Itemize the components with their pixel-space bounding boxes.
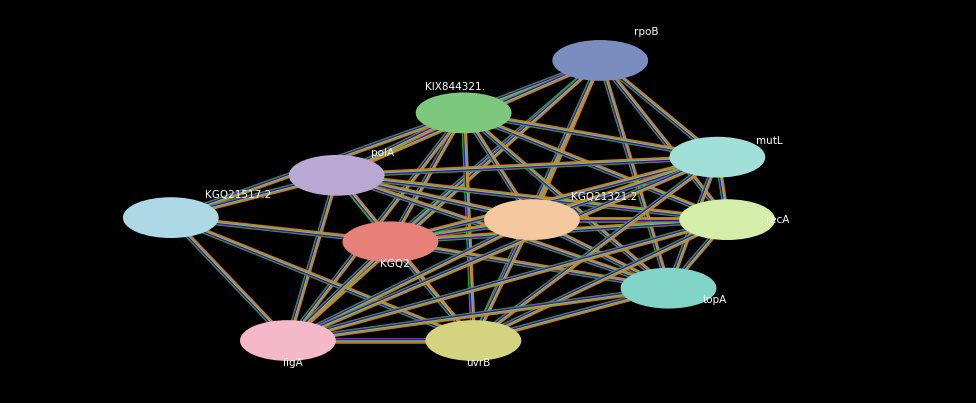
Circle shape <box>553 41 647 80</box>
Circle shape <box>485 200 579 239</box>
Text: mutL: mutL <box>756 136 783 146</box>
Circle shape <box>427 321 520 360</box>
Circle shape <box>241 321 335 360</box>
Circle shape <box>417 93 510 132</box>
Text: KGQ21321.2: KGQ21321.2 <box>571 193 637 202</box>
Circle shape <box>680 200 774 239</box>
Text: KIX844321.: KIX844321. <box>425 82 484 91</box>
Text: recA: recA <box>766 215 790 224</box>
Text: KGQ2: KGQ2 <box>381 259 410 269</box>
Text: uvrB: uvrB <box>467 358 490 368</box>
Circle shape <box>124 198 218 237</box>
Text: ligA: ligA <box>283 358 303 368</box>
Circle shape <box>622 269 715 307</box>
Text: polA: polA <box>371 148 394 158</box>
Circle shape <box>290 156 384 195</box>
Text: rpoB: rpoB <box>634 27 659 37</box>
Text: topA: topA <box>703 295 727 305</box>
Circle shape <box>344 222 437 261</box>
Text: KGQ21517.2: KGQ21517.2 <box>205 191 271 200</box>
Circle shape <box>671 138 764 177</box>
